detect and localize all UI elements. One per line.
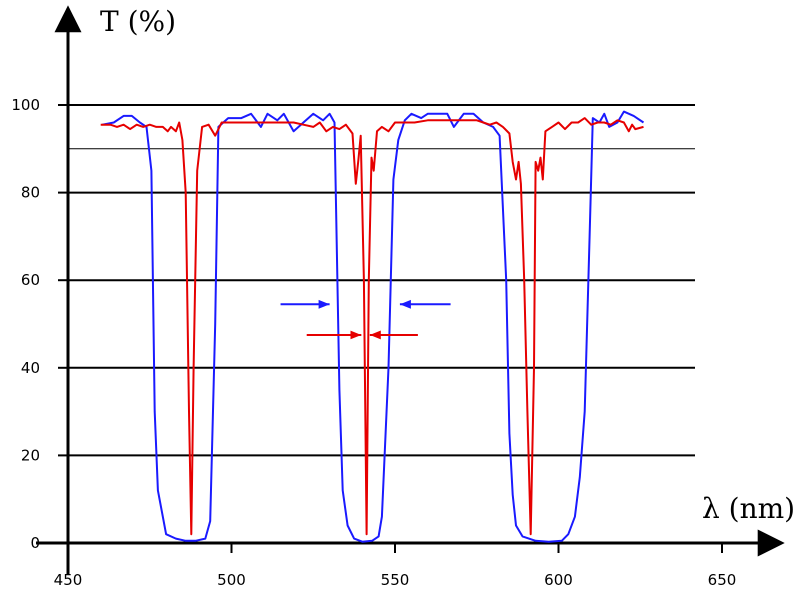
y-axis-title: T (%) — [100, 5, 176, 38]
y-tick-label-0: 0 — [30, 534, 40, 552]
y-tick-label-100: 100 — [11, 96, 40, 114]
series-group — [100, 110, 645, 543]
series-line-2 — [100, 117, 644, 536]
x-axis-title: λ (nm) — [702, 492, 795, 525]
y-tick-label-20: 20 — [21, 446, 40, 464]
grid-lines — [68, 104, 695, 457]
y-tick-label-40: 40 — [21, 359, 40, 377]
tick-labels: 450 500 550 600 650 0 20 40 60 80 100 — [11, 96, 736, 589]
x-tick-label-500: 500 — [217, 571, 246, 589]
width-arrows — [280, 299, 451, 340]
x-tick-label-650: 650 — [708, 571, 737, 589]
y-tick-label-80: 80 — [21, 184, 40, 202]
x-tick-label-550: 550 — [381, 571, 410, 589]
x-tick-label-450: 450 — [54, 571, 83, 589]
series-line-1 — [102, 110, 645, 543]
x-tick-label-600: 600 — [544, 571, 573, 589]
axes — [36, 5, 785, 575]
y-tick-label-60: 60 — [21, 271, 40, 289]
